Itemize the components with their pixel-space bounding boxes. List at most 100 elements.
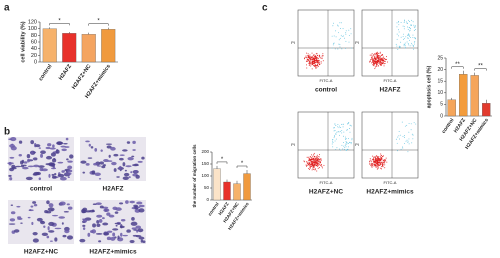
event — [373, 54, 375, 56]
cell — [136, 206, 141, 209]
event — [377, 165, 379, 167]
cell — [9, 156, 15, 159]
event — [398, 130, 400, 132]
event — [315, 55, 317, 57]
cell — [113, 168, 117, 172]
event — [316, 57, 318, 59]
cell — [22, 166, 29, 170]
event — [373, 61, 375, 63]
event — [373, 63, 375, 65]
cell — [20, 160, 24, 165]
event — [380, 157, 382, 159]
event — [310, 65, 312, 67]
event — [403, 28, 405, 30]
event — [341, 129, 343, 131]
event — [342, 148, 344, 150]
event — [305, 60, 307, 62]
event — [377, 158, 379, 160]
event — [372, 59, 374, 61]
event — [413, 122, 415, 124]
event — [313, 159, 315, 161]
cell — [45, 163, 52, 166]
event — [411, 44, 413, 46]
event — [398, 24, 400, 26]
event — [316, 52, 318, 54]
y-tick-label: 80 — [31, 33, 37, 39]
event — [318, 63, 320, 65]
event — [373, 63, 375, 65]
cell — [40, 150, 46, 155]
cell — [64, 172, 72, 175]
flow-axis-label: PI — [355, 142, 359, 147]
cell — [106, 145, 112, 149]
cell — [27, 216, 31, 219]
cell — [85, 162, 90, 166]
cell — [134, 169, 138, 174]
event — [342, 126, 344, 128]
cell — [65, 137, 69, 141]
y-tick-label: 0 — [440, 113, 443, 119]
event — [407, 140, 409, 142]
event — [370, 163, 372, 165]
event — [347, 146, 349, 148]
cell — [110, 236, 116, 241]
event — [372, 55, 374, 57]
event — [345, 146, 347, 148]
event — [380, 167, 382, 169]
event — [403, 39, 405, 41]
cell — [67, 160, 73, 163]
cell — [49, 240, 53, 242]
event — [379, 164, 381, 166]
event — [405, 36, 407, 38]
cell — [103, 232, 110, 236]
event — [409, 34, 411, 36]
event — [409, 35, 411, 37]
event — [385, 159, 387, 161]
event — [320, 162, 322, 164]
event — [320, 158, 322, 160]
event — [400, 22, 402, 24]
cell — [119, 202, 124, 205]
event — [403, 136, 405, 138]
event — [381, 53, 383, 55]
event — [369, 54, 371, 56]
cell — [125, 165, 132, 168]
event — [335, 138, 337, 140]
event — [351, 137, 353, 139]
cell — [82, 224, 86, 227]
cell — [36, 217, 43, 222]
event — [351, 139, 353, 141]
cell — [108, 214, 115, 218]
event — [335, 30, 337, 32]
event — [336, 131, 338, 133]
cell — [91, 170, 96, 175]
cell — [32, 201, 37, 204]
event — [349, 142, 351, 144]
event — [322, 53, 324, 55]
event — [374, 62, 376, 64]
event — [383, 160, 385, 162]
event — [332, 141, 334, 143]
event — [312, 167, 314, 169]
event — [317, 161, 319, 163]
event — [384, 60, 386, 62]
event — [319, 56, 321, 58]
event — [338, 131, 340, 133]
cell — [40, 153, 44, 158]
bar — [447, 99, 456, 117]
event — [398, 29, 399, 31]
event — [312, 160, 314, 162]
event — [413, 41, 415, 43]
event — [342, 123, 344, 125]
event — [320, 163, 322, 165]
event — [377, 159, 379, 161]
cell — [128, 176, 131, 179]
event — [369, 163, 371, 165]
event — [396, 45, 398, 47]
cell — [96, 165, 102, 167]
event — [346, 129, 348, 131]
event — [334, 48, 336, 50]
event — [331, 139, 333, 141]
event — [316, 160, 318, 162]
cell — [8, 223, 16, 225]
